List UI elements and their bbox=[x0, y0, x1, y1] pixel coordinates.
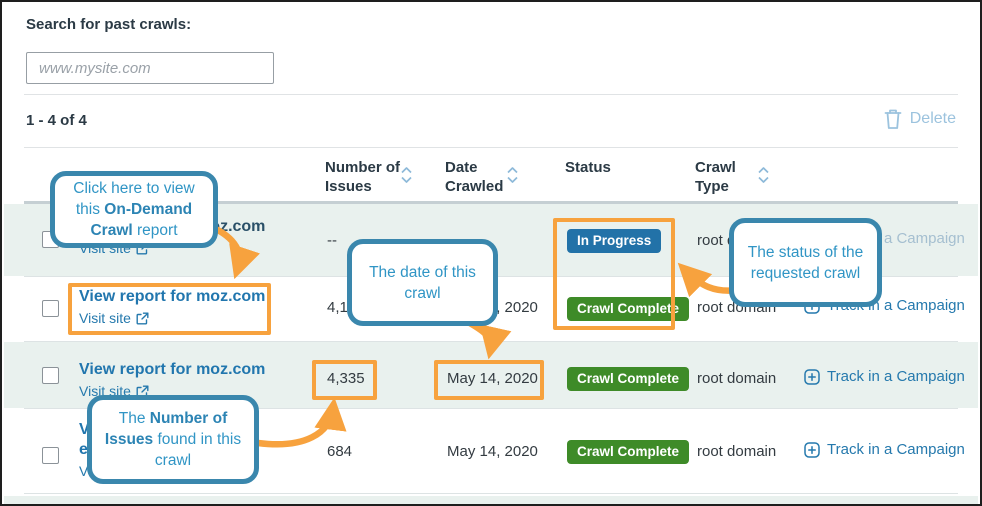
status-badge: Crawl Complete bbox=[567, 297, 690, 321]
callout-text: report bbox=[132, 222, 178, 239]
trash-icon bbox=[883, 107, 903, 131]
callout-text: The status of the requested crawl bbox=[747, 243, 864, 282]
row-divider bbox=[24, 493, 958, 494]
header-divider bbox=[24, 201, 958, 204]
visit-site-link[interactable]: Visit site bbox=[79, 310, 149, 326]
crawl-type: root domain bbox=[697, 370, 777, 387]
report-link[interactable]: View report for moz.com bbox=[79, 288, 266, 305]
column-header-date[interactable]: Date Crawled bbox=[445, 159, 504, 195]
crawl-date: May 14, 2020 bbox=[447, 370, 538, 387]
delete-label: Delete bbox=[909, 110, 956, 127]
column-header-type[interactable]: Crawl Type bbox=[695, 159, 736, 195]
track-campaign-link[interactable]: Track in a Campaign bbox=[804, 368, 965, 385]
issues-count: 4,335 bbox=[327, 370, 365, 387]
row-checkbox[interactable] bbox=[42, 300, 59, 317]
track-campaign-label: Track in a Campaign bbox=[827, 368, 965, 385]
column-header-status: Status bbox=[565, 159, 611, 176]
issues-count: -- bbox=[327, 232, 337, 249]
row-divider bbox=[24, 408, 958, 409]
column-header-issues[interactable]: Number of Issues bbox=[325, 159, 400, 195]
divider bbox=[24, 147, 958, 148]
callout-text-bold: Number of Issues bbox=[104, 410, 228, 448]
status-badge: In Progress bbox=[567, 229, 662, 253]
table-row-partial bbox=[4, 496, 978, 504]
annotation-callout-view-report: Click here to view this On-Demand Crawl … bbox=[50, 171, 218, 248]
status-badge: Crawl Complete bbox=[567, 440, 690, 464]
sort-icon[interactable] bbox=[400, 165, 413, 190]
issues-count: 684 bbox=[327, 443, 353, 460]
divider bbox=[24, 94, 958, 95]
sort-icon[interactable] bbox=[506, 165, 519, 190]
annotation-callout-date: The date of this crawl bbox=[347, 239, 498, 326]
crawl-date: May 14, 2020 bbox=[447, 443, 538, 460]
status-badge: Crawl Complete bbox=[567, 367, 690, 391]
annotation-callout-status: The status of the requested crawl bbox=[729, 218, 882, 307]
row-checkbox[interactable] bbox=[42, 367, 59, 384]
add-icon bbox=[804, 368, 820, 385]
callout-text: The date of this crawl bbox=[369, 263, 476, 302]
row-divider bbox=[24, 341, 958, 342]
external-link-icon bbox=[136, 312, 149, 325]
callout-text: The bbox=[118, 410, 150, 427]
annotation-callout-issues: The Number of Issues found in this crawl bbox=[87, 395, 259, 484]
crawl-type: root domain bbox=[697, 443, 777, 460]
add-icon bbox=[804, 441, 820, 458]
visit-site-label: Visit site bbox=[79, 310, 131, 326]
search-label: Search for past crawls: bbox=[26, 16, 192, 33]
report-link[interactable]: View report for moz.com bbox=[79, 361, 266, 378]
search-input[interactable] bbox=[26, 52, 274, 84]
sort-icon[interactable] bbox=[757, 165, 770, 190]
callout-text-bold: On-Demand Crawl bbox=[90, 201, 193, 239]
delete-button[interactable]: Delete bbox=[883, 107, 956, 131]
track-campaign-label: Track in a Campaign bbox=[827, 441, 965, 458]
result-count: 1 - 4 of 4 bbox=[26, 112, 87, 129]
callout-text: Click here to view this bbox=[73, 180, 195, 218]
callout-text: found in this crawl bbox=[153, 431, 242, 469]
row-checkbox[interactable] bbox=[42, 447, 59, 464]
track-campaign-link[interactable]: Track in a Campaign bbox=[804, 441, 965, 458]
